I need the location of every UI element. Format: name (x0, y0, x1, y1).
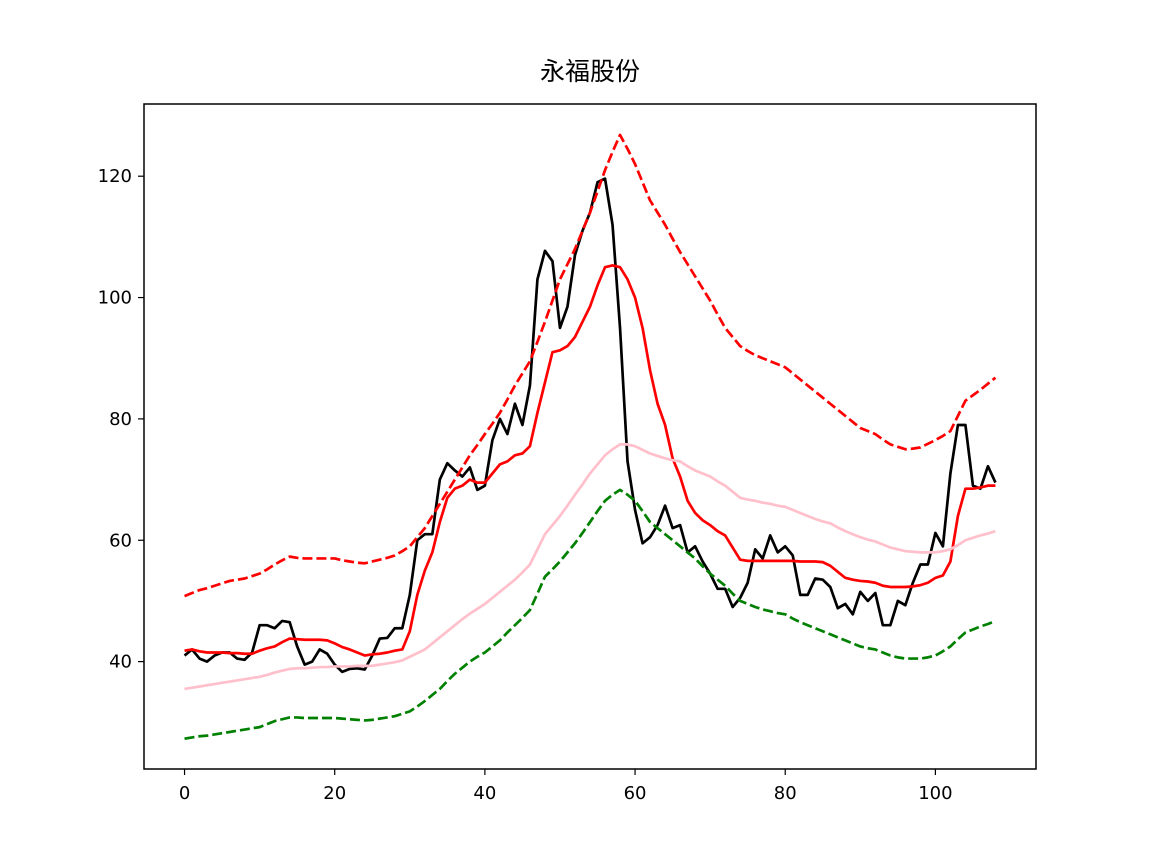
x-tick-label: 80 (774, 783, 797, 804)
axes-frame (143, 103, 1037, 770)
y-tick-label: 120 (98, 166, 132, 187)
x-tick-label: 20 (323, 783, 346, 804)
series-line (184, 264, 996, 657)
series-line (184, 133, 997, 598)
y-tick-label: 60 (109, 530, 132, 551)
x-tick-label: 0 (179, 783, 190, 804)
x-tick-label: 60 (624, 783, 647, 804)
chart-title: 永福股份 (540, 57, 640, 86)
x-tick-label: 100 (918, 783, 952, 804)
y-tick-label: 80 (109, 409, 132, 430)
plot-area (183, 133, 997, 740)
series-line (184, 488, 996, 740)
y-tick-label: 40 (109, 652, 132, 673)
x-tick-label: 40 (473, 783, 496, 804)
y-tick-label: 100 (98, 288, 132, 309)
series-line (184, 443, 996, 691)
